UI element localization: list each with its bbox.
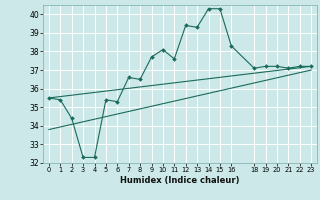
X-axis label: Humidex (Indice chaleur): Humidex (Indice chaleur) (120, 176, 240, 185)
